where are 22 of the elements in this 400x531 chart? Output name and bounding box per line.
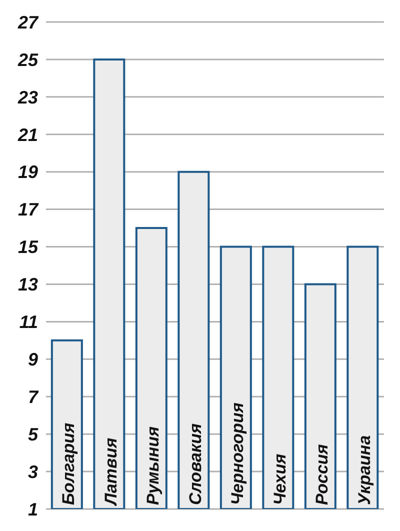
x-tick-label: Чехия bbox=[270, 454, 290, 505]
y-tick-label: 1 bbox=[28, 499, 38, 520]
y-tick-label: 9 bbox=[28, 350, 38, 370]
y-tick-label: 17 bbox=[18, 200, 39, 220]
x-tick-label: Россия bbox=[312, 444, 332, 505]
y-tick-label: 11 bbox=[19, 312, 38, 332]
y-tick-label: 7 bbox=[28, 387, 39, 408]
y-tick-label: 27 bbox=[16, 12, 39, 32]
y-tick-label: 19 bbox=[18, 162, 38, 182]
y-tick-label: 5 bbox=[28, 424, 39, 444]
y-tick-label: 3 bbox=[28, 462, 38, 482]
y-tick-label: 23 bbox=[16, 87, 38, 108]
y-tick-label: 25 bbox=[16, 50, 39, 70]
x-tick-label: Черногория bbox=[228, 402, 248, 505]
x-tick-label: Латвия bbox=[101, 438, 120, 507]
x-tick-label: Румыния bbox=[144, 426, 163, 505]
y-tick-label: 15 bbox=[18, 237, 39, 258]
x-tick-label: Украина bbox=[354, 435, 374, 505]
x-tick-label: Словакия bbox=[186, 423, 205, 505]
y-tick-label: 13 bbox=[18, 274, 38, 295]
y-tick-label: 21 bbox=[16, 124, 38, 145]
x-tick-label: Болгария bbox=[59, 422, 78, 505]
